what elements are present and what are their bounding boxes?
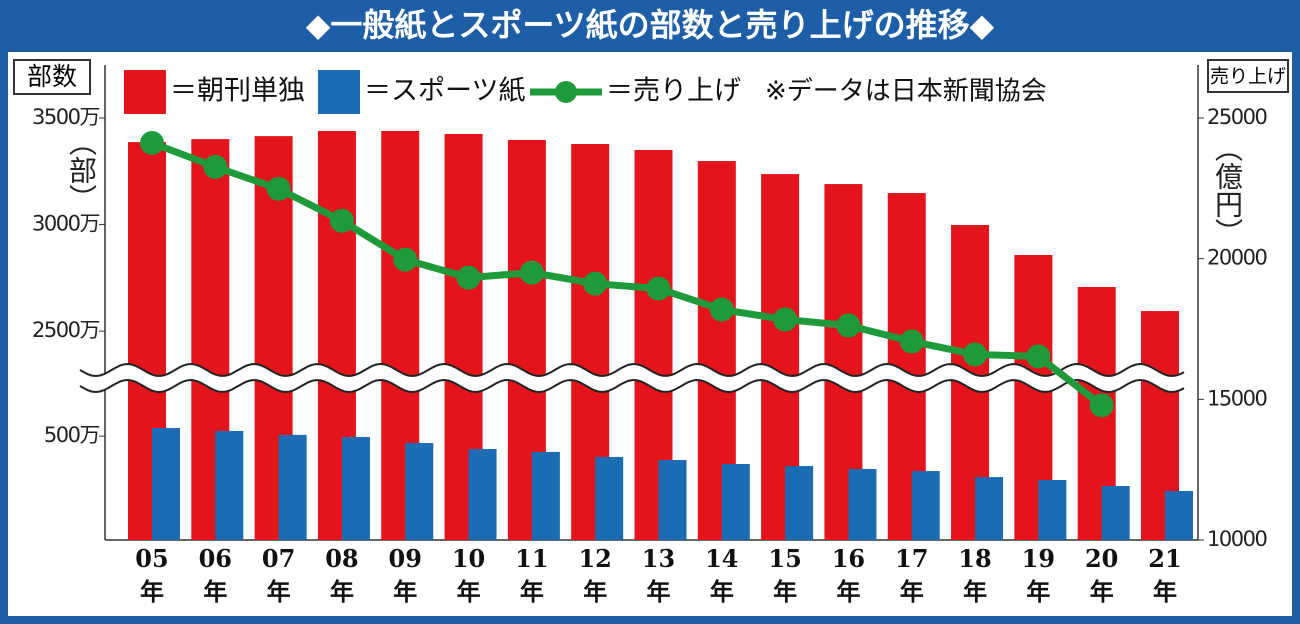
line	[150, 139, 1104, 409]
note: ※データは日本新聞協会	[765, 77, 1047, 107]
lines	[140, 130, 1114, 418]
bar	[405, 443, 434, 540]
bar	[595, 456, 624, 540]
point	[456, 265, 481, 290]
legend-swatch	[318, 70, 360, 114]
x-tick-label: 21 年	[1148, 544, 1181, 606]
bar	[152, 428, 180, 540]
y-tick-label: 3500万	[32, 105, 99, 129]
bar	[1038, 479, 1067, 540]
legend-swatch	[124, 70, 166, 114]
bar	[848, 468, 877, 540]
x-tick-label: 06 年	[199, 544, 232, 606]
x-tick-label: 12 年	[578, 544, 611, 606]
y2-tick-label: 15000	[1207, 386, 1266, 410]
legend-swatch	[555, 81, 577, 103]
point	[203, 154, 228, 179]
point	[519, 260, 544, 285]
x-tick-label: 11 年	[515, 544, 548, 606]
y2-tick-label: 10000	[1207, 527, 1266, 551]
y2-tick-label: 25000	[1207, 105, 1266, 129]
x-tick-label: 14 年	[705, 544, 738, 606]
bar	[1165, 490, 1193, 540]
legend: ＝朝刊単独 ＝スポーツ紙 ＝売り上げ	[124, 70, 741, 114]
x-tick-label: 13 年	[642, 544, 675, 606]
bars	[128, 131, 1193, 541]
y2-tick-label: 20000	[1207, 246, 1266, 270]
bar	[531, 451, 560, 540]
point	[963, 342, 988, 367]
axis-break	[79, 362, 1185, 394]
point	[836, 313, 861, 338]
bar	[468, 449, 497, 540]
point	[773, 307, 798, 332]
x-tick-label: 16 年	[832, 544, 865, 606]
legend-label: ＝スポーツ紙	[364, 76, 525, 107]
point	[899, 329, 924, 354]
point	[266, 176, 291, 201]
chart-title: ◆一般紙とスポーツ紙の部数と売り上げの推移◆	[306, 6, 995, 44]
break-fill	[80, 364, 1184, 392]
axes: 500万 2500万 3000万 3500万 10000 15000 20000 25000 0…	[32, 65, 1268, 606]
y-tick-label: 3000万	[32, 212, 99, 236]
y-tick-label: 2500万	[32, 318, 99, 342]
x-tick-label: 19 年	[1022, 544, 1055, 606]
y-label: 部数	[27, 62, 77, 91]
y-unit: （部）	[65, 128, 98, 212]
bar	[911, 471, 940, 540]
y-label-box	[13, 59, 91, 95]
point	[646, 276, 671, 301]
bar	[1101, 486, 1130, 540]
legend-label: ＝売り上げ	[606, 76, 741, 107]
point	[329, 208, 354, 233]
x-tick-label: 07 年	[262, 544, 295, 606]
y-tick-label: 500万	[44, 423, 100, 447]
point	[393, 247, 418, 272]
point	[140, 130, 164, 155]
x-tick-label: 10 年	[452, 544, 485, 606]
x-tick-label: 15 年	[768, 544, 801, 606]
point	[583, 271, 608, 296]
legend-label: ＝朝刊単独	[170, 76, 305, 107]
point	[1089, 393, 1114, 418]
x-tick-label: 05 年	[135, 544, 168, 606]
x-tick-label: 20 年	[1085, 544, 1118, 606]
x-tick-label: 17 年	[895, 544, 928, 606]
bar	[658, 460, 687, 540]
x-tick-label: 08 年	[325, 544, 358, 606]
x-tick-label: 09 年	[389, 544, 422, 606]
bar	[341, 436, 370, 540]
bar	[721, 463, 750, 540]
bar	[975, 477, 1004, 540]
break-line	[79, 362, 1185, 378]
y2-label-box	[1207, 59, 1289, 93]
break-line	[79, 378, 1185, 394]
x-tick-label: 18 年	[958, 544, 991, 606]
bar	[785, 466, 814, 540]
bar	[215, 430, 244, 540]
bar	[278, 434, 307, 540]
point	[1026, 344, 1051, 369]
y2-label: 売り上げ	[1210, 66, 1286, 88]
y2-unit: （億円）	[1211, 134, 1244, 246]
point	[709, 297, 734, 322]
